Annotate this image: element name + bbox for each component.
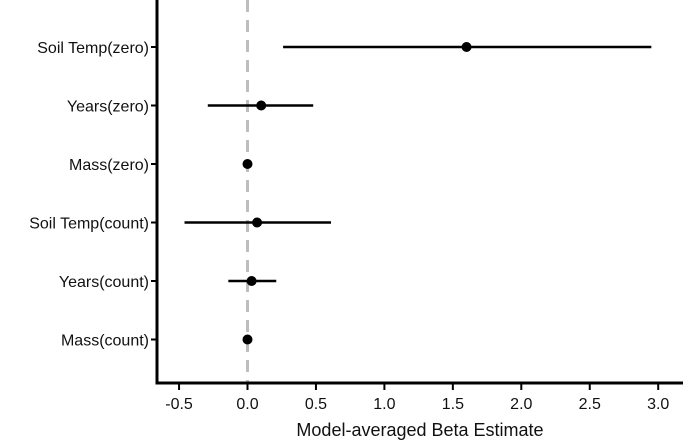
point-estimate [461,42,472,52]
point-estimate [242,159,253,169]
x-tick-label: 0.0 [236,396,258,413]
x-tick-label: 1.0 [373,396,395,413]
point-estimate [246,276,257,286]
point-estimate [252,217,263,228]
x-tick-label: 1.5 [442,396,464,413]
data-layer [184,42,652,345]
labels-layer: Soil Temp(zero) Years(zero) Mass(zero) Soil… [29,40,669,413]
x-axis-title: Model-averaged Beta Estimate [296,420,543,440]
y-tick-label: Mass(count) [61,333,149,350]
x-tick-label: 3.0 [647,396,669,413]
y-tick-label: Years(count) [59,274,149,291]
x-tick-label: 2.0 [510,396,532,413]
point-estimate [242,334,253,345]
y-tick-label: Soil Temp(zero) [37,40,149,57]
x-tick-label: 0.5 [305,396,327,413]
y-tick-label: Years(zero) [67,99,149,116]
axes-layer [151,0,683,390]
x-tick-label: -0.5 [165,396,193,413]
y-tick-label: Mass(zero) [69,157,149,174]
x-tick-label: 2.5 [579,396,601,413]
point-estimate [256,100,267,111]
y-tick-label: Soil Temp(count) [29,216,149,233]
